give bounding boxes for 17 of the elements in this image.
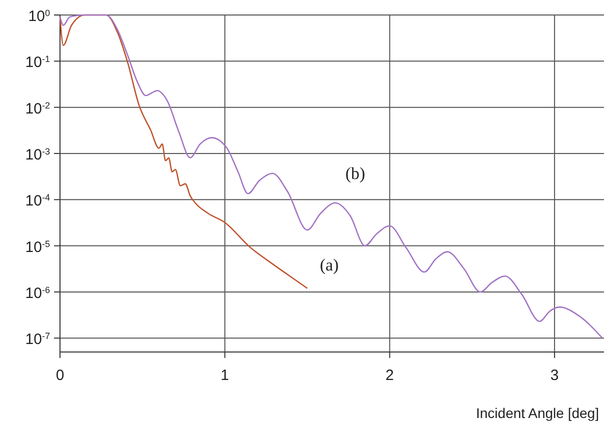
- x-tick-label: 1: [220, 367, 230, 384]
- y-tick-label: 10$^{0}$: [28, 8, 50, 25]
- x-tick-label: 3: [550, 367, 559, 384]
- x-tick-label: 2: [386, 367, 394, 384]
- y-tick-label: 10$^{-1}$: [25, 54, 50, 72]
- y-tick-label: 10$^{-4}$: [25, 192, 50, 210]
- y-tick-label: 10$^{-7}$: [25, 331, 50, 348]
- y-tick-label: 10$^{-5}$: [25, 238, 50, 256]
- y-tick-label: 10$^{-3}$: [25, 146, 50, 164]
- x-tick-label: 0: [56, 367, 64, 384]
- series-label: (a): [320, 255, 339, 274]
- y-tick-label: 10$^{-6}$: [25, 284, 50, 302]
- series-label: (b): [345, 164, 366, 183]
- line-series: [59, 14, 603, 339]
- x-axis-title: Incident Angle [deg]: [476, 405, 599, 421]
- y-tick-label: 10$^{-2}$: [25, 100, 50, 118]
- line-series: [59, 14, 308, 289]
